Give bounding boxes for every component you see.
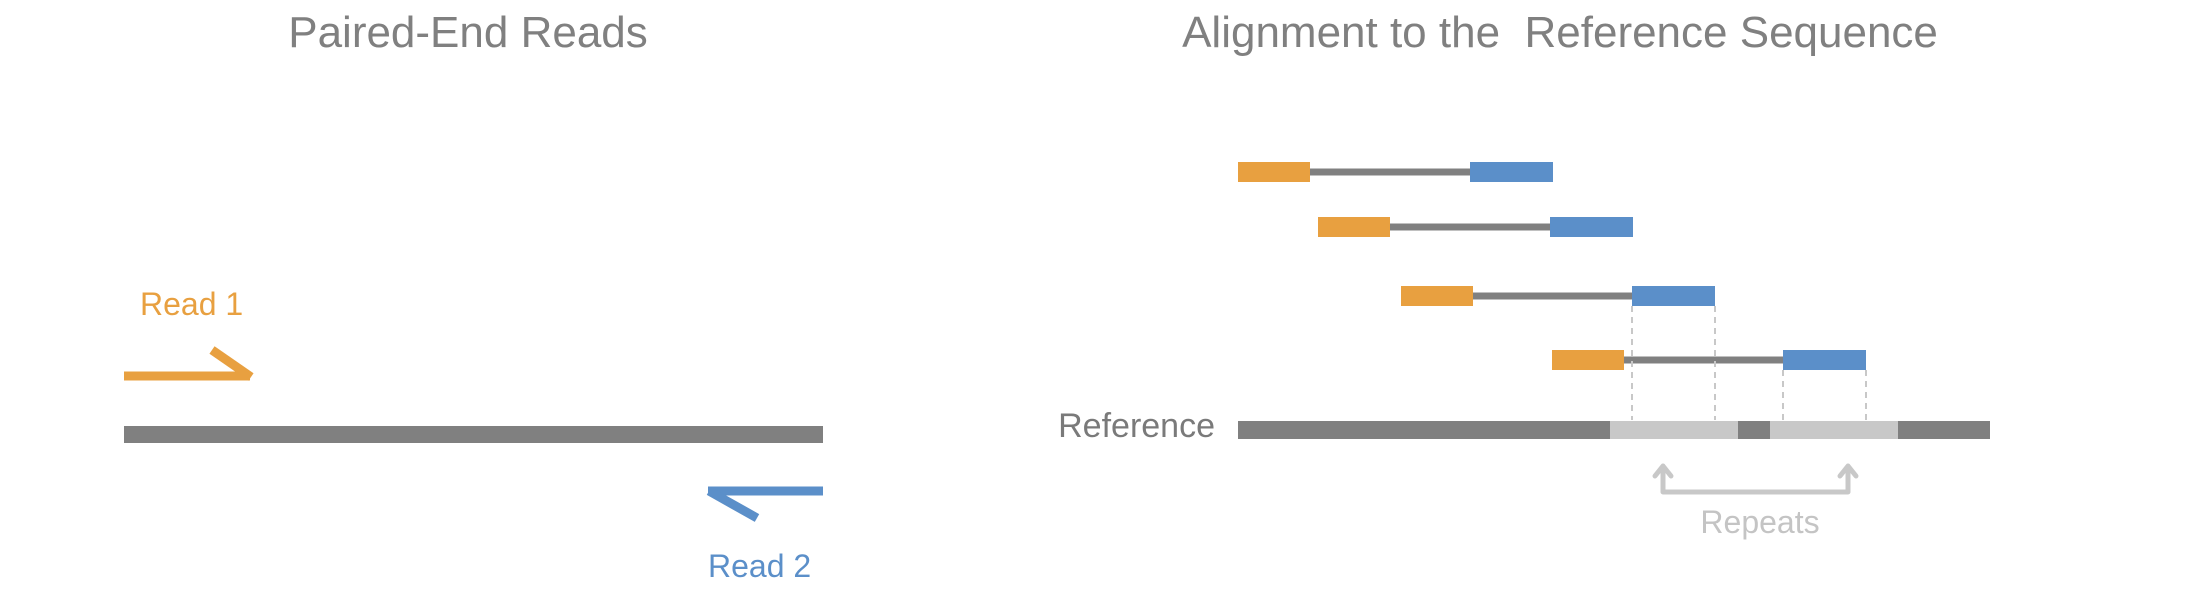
repeats-bracket <box>1652 463 1859 495</box>
repeat-region-2 <box>1770 421 1898 439</box>
read2-block <box>1550 217 1633 237</box>
repeat-region-1 <box>1610 421 1738 439</box>
reference-label: Reference <box>1058 407 1215 445</box>
read1-block <box>1401 286 1473 306</box>
read-pair-1 <box>1238 162 1553 182</box>
read-pair-2 <box>1318 217 1633 237</box>
read2-block <box>1632 286 1715 306</box>
read1-arrow <box>124 346 254 381</box>
read2-arrow <box>706 486 823 522</box>
read-pair-3 <box>1401 286 1715 306</box>
reference-sequence <box>1238 421 1990 439</box>
read2-label: Read 2 <box>708 548 811 584</box>
left-panel-title: Paired-End Reads <box>288 8 648 57</box>
read1-block <box>1552 350 1624 370</box>
arrow-up-icon <box>1837 463 1859 479</box>
repeats-label: Repeats <box>1700 504 1819 540</box>
read2-block <box>1783 350 1866 370</box>
read1-label: Read 1 <box>140 286 243 322</box>
read2-block <box>1470 162 1553 182</box>
read1-block <box>1238 162 1310 182</box>
left-panel: Paired-End Reads Read 1 Read 2 <box>124 8 823 584</box>
read-pair-4 <box>1552 350 1866 370</box>
right-panel-title: Alignment to the Reference Sequence <box>1182 8 1938 57</box>
right-panel: Alignment to the Reference Sequence <box>1058 8 1990 540</box>
arrow-up-icon <box>1652 463 1674 479</box>
dna-fragment-bar <box>124 426 823 443</box>
repeat-guide-lines <box>1631 306 1867 420</box>
read1-block <box>1318 217 1390 237</box>
